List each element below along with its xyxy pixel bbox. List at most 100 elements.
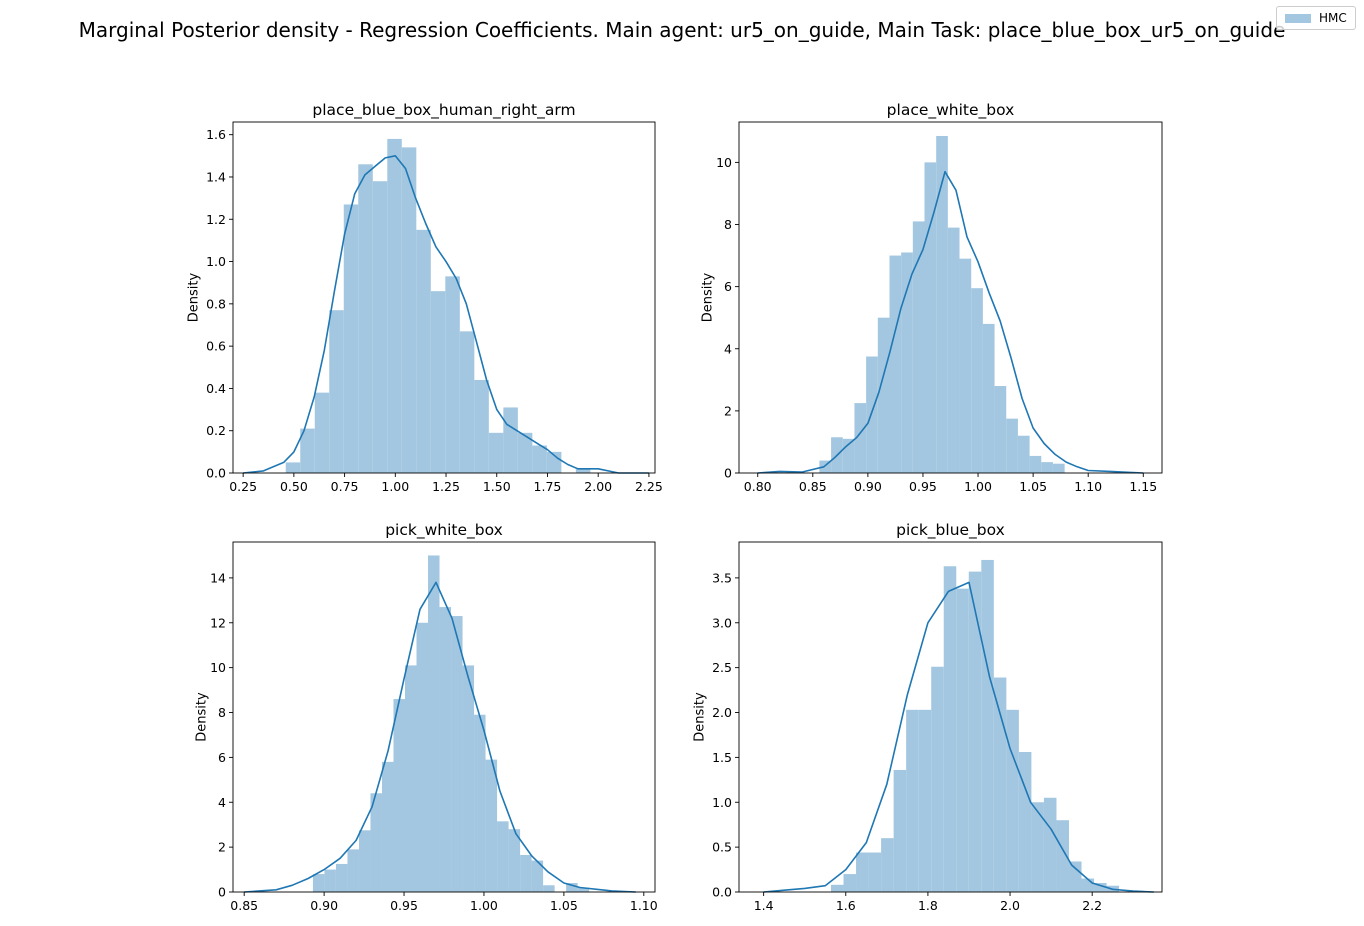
histogram-bar (901, 252, 913, 473)
x-tick-label: 2.25 (635, 479, 663, 494)
histogram-bar (416, 229, 431, 473)
histogram-bar (1068, 861, 1082, 892)
histogram-bar (329, 310, 344, 473)
plot-frame (232, 541, 656, 893)
histogram-bar (312, 874, 325, 892)
y-tick-label: 6 (724, 279, 732, 294)
legend: HMC (1276, 6, 1356, 30)
x-tick-label: 1.8 (918, 898, 938, 913)
legend-swatch-hmc (1285, 14, 1311, 23)
y-axis-label: Density (194, 692, 209, 742)
histogram-bar (577, 887, 590, 892)
histogram-bar (393, 699, 405, 892)
histogram-bar (474, 379, 489, 473)
y-tick-label: 0.4 (206, 381, 226, 396)
histogram-bar (358, 164, 373, 473)
y-tick-label: 8 (218, 705, 226, 720)
x-tick-label: 0.50 (280, 479, 308, 494)
y-tick-label: 10 (210, 660, 226, 675)
plot-frame (232, 121, 656, 474)
histogram-bar (843, 874, 857, 892)
histogram-bar (1052, 463, 1065, 473)
y-tick-label: 0.8 (206, 296, 226, 311)
histogram-bar (994, 386, 1007, 473)
x-tick-label: 0.90 (854, 479, 882, 494)
kde-line (763, 581, 1154, 893)
y-tick-label: 1.0 (206, 254, 226, 269)
subplot-title: place_white_box (887, 101, 1015, 120)
histogram-bar (532, 445, 547, 473)
histogram-bar (503, 407, 518, 473)
histogram-bar (324, 869, 336, 892)
y-tick-label: 1.6 (206, 127, 226, 142)
histogram-bar (889, 255, 902, 473)
histogram-bar (430, 291, 446, 473)
y-tick-label: 2 (724, 403, 732, 418)
histogram-bar (943, 566, 957, 892)
y-tick-label: 14 (210, 570, 226, 585)
x-tick-label: 0.85 (799, 479, 827, 494)
histogram-bar (856, 852, 869, 892)
histogram-bar (517, 432, 533, 473)
x-tick-label: 0.25 (229, 479, 257, 494)
y-tick-label: 0.0 (206, 466, 226, 481)
y-tick-label: 12 (210, 615, 226, 630)
histogram-bar (956, 588, 969, 892)
plot-frame (738, 121, 1163, 474)
y-tick-label: 2 (218, 840, 226, 855)
histogram-bar (497, 821, 509, 892)
histogram-bar (936, 135, 948, 473)
figure-title: Marginal Posterior density - Regression … (78, 18, 1286, 42)
x-tick-label: 1.05 (1019, 479, 1047, 494)
y-tick-label: 0.6 (206, 339, 226, 354)
x-tick-label: 1.75 (534, 479, 562, 494)
x-tick-label: 1.15 (1129, 479, 1157, 494)
x-tick-label: 0.85 (230, 898, 258, 913)
x-tick-label: 2.2 (1082, 898, 1102, 913)
histogram-bar (520, 854, 532, 892)
histogram-bar (1017, 435, 1030, 473)
histogram-bar (1056, 820, 1069, 892)
histogram-bar (335, 863, 348, 892)
histogram-bar (819, 460, 832, 473)
histogram-bar (485, 759, 498, 892)
histogram-bar (428, 555, 440, 892)
histogram-bar (866, 356, 878, 473)
histogram-bar (971, 288, 983, 473)
x-tick-label: 2.0 (1000, 898, 1020, 913)
histogram-bar (1006, 418, 1018, 473)
y-tick-label: 3.0 (712, 615, 732, 630)
plot-frame (738, 541, 1163, 893)
histogram-bar (370, 793, 382, 892)
x-tick-label: 1.00 (964, 479, 992, 494)
kde-line (243, 155, 649, 474)
x-tick-label: 0.90 (310, 898, 338, 913)
histogram-bar (877, 317, 890, 473)
histogram-bar (387, 138, 402, 474)
y-tick-label: 2.0 (712, 705, 732, 720)
histogram-bar (906, 709, 919, 892)
y-tick-label: 1.0 (712, 795, 732, 810)
histogram-bar (358, 830, 371, 892)
subplot-1: 0.25 0.50 0.75 1.00 1.25 1.50 1.75 2.00 2.25 0.0 0… (187, 101, 663, 494)
y-axis-label: Density (693, 692, 708, 742)
y-tick-label: 6 (218, 750, 226, 765)
histogram-bar (445, 276, 460, 473)
x-tick-label: 1.00 (381, 479, 409, 494)
kde-line (757, 170, 1144, 474)
subplot-title: place_blue_box_human_right_arm (312, 101, 575, 120)
y-tick-label: 1.5 (712, 750, 732, 765)
histogram-bar (488, 432, 504, 473)
histogram-bar (451, 616, 463, 892)
histogram-bar (416, 622, 429, 892)
histogram-bar (1006, 709, 1019, 892)
x-tick-label: 1.10 (630, 898, 658, 913)
histogram-bar (982, 323, 995, 473)
histogram-bar (947, 227, 960, 473)
histogram-bar (830, 884, 844, 892)
y-tick-label: 0 (724, 466, 732, 481)
y-tick-label: 0 (218, 885, 226, 900)
subplot-4: 1.4 1.6 1.8 2.0 2.2 0.0 0.5 1.0 1.5 2.0 2.5 3.0 3.5 p… (693, 521, 1163, 913)
histogram-bar (968, 571, 982, 892)
